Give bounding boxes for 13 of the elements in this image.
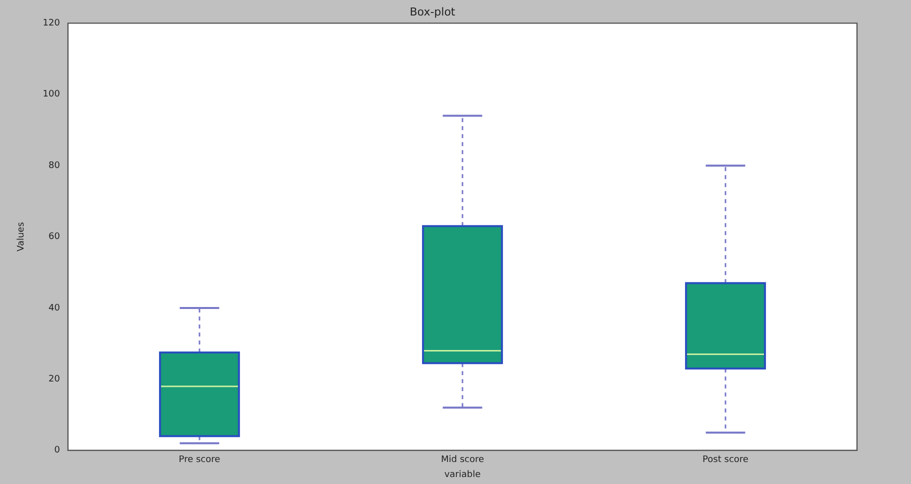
y-tick-label: 120 [42, 18, 60, 29]
chart-title: Box-plot [410, 5, 456, 18]
x-tick-label: Pre score [178, 455, 221, 466]
x-axis-title: variable [444, 470, 482, 480]
y-tick-label: 20 [48, 374, 60, 385]
x-tick-label: Mid score [440, 455, 484, 466]
y-tick-label: 0 [54, 446, 60, 456]
y-tick-label: 100 [42, 90, 60, 100]
y-axis-title: Values [16, 222, 27, 252]
y-tick-label: 60 [48, 232, 60, 242]
y-tick-label: 80 [48, 160, 60, 171]
y-tick-label: 40 [48, 303, 60, 314]
x-tick-label: Post score [702, 455, 749, 466]
